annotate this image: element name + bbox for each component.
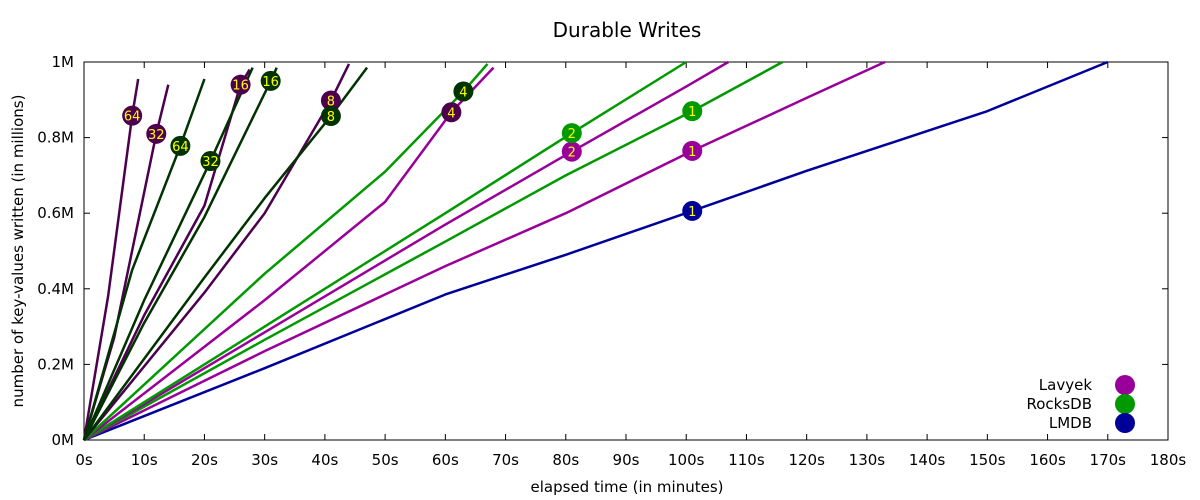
x-tick-label: 130s: [849, 451, 886, 469]
series-marker-rocksdb-2: [561, 123, 582, 144]
series-marker-label: 2: [568, 146, 576, 161]
x-tick-label: 180s: [1150, 451, 1187, 469]
x-tick-label: 50s: [372, 451, 399, 469]
series-marker-label: 8: [327, 95, 335, 110]
series-marker-lavyek-32: [146, 123, 167, 144]
x-tick-label: 10s: [131, 451, 158, 469]
x-tick-label: 120s: [788, 451, 825, 469]
legend-label-lmdb: LMDB: [1049, 414, 1092, 432]
y-tick-label: 0M: [52, 431, 75, 449]
x-tick-label: 60s: [432, 451, 459, 469]
series-line-lavyek-2: [83, 60, 730, 442]
series-marker-rocksdb-16: [260, 70, 281, 91]
series-marker-label: 16: [232, 79, 249, 94]
series-line-rocksdb-32: [82, 67, 254, 441]
series-marker-label: 2: [568, 127, 576, 142]
series-line-rocksdb-64: [82, 78, 206, 441]
series-marker-lavyek-4: [441, 102, 462, 123]
y-tick-label: 0.6M: [37, 204, 74, 222]
series-marker-label: 1: [688, 105, 696, 120]
legend-swatch-rocksdb: [1115, 394, 1135, 414]
series-marker-label: 8: [327, 110, 335, 125]
series-line-rocksdb-4: [83, 63, 489, 441]
series-marker-lavyek-1: [682, 140, 703, 161]
series-marker-lavyek-64: [122, 105, 143, 126]
x-tick-label: 70s: [492, 451, 519, 469]
x-tick-label: 110s: [728, 451, 765, 469]
x-tick-label: 170s: [1090, 451, 1127, 469]
y-tick-label: 0.4M: [37, 280, 74, 298]
legend-swatch-lavyek: [1115, 375, 1135, 395]
x-tick-label: 140s: [909, 451, 946, 469]
series-marker-lavyek-2: [561, 141, 582, 162]
series-marker-label: 1: [688, 145, 696, 160]
series-marker-label: 32: [148, 128, 165, 143]
series-marker-label: 64: [124, 110, 141, 125]
y-tick-label: 0.2M: [37, 355, 74, 373]
y-tick-label: 0.8M: [37, 129, 74, 147]
y-axis-title: number of key-values written (in million…: [9, 95, 27, 408]
series-line-lmdb-1: [83, 60, 1109, 442]
series-marker-rocksdb-4: [453, 81, 474, 102]
series-marker-label: 32: [202, 155, 219, 170]
series-marker-label: 4: [447, 106, 455, 121]
legend-label-lavyek: Lavyek: [1039, 376, 1093, 394]
x-axis-title: elapsed time (in minutes): [531, 478, 724, 496]
y-tick-label: 1M: [52, 53, 75, 71]
series-line-lavyek-8: [83, 63, 351, 441]
series-marker-lavyek-8: [320, 90, 341, 111]
series-marker-lmdb-1: [682, 200, 703, 221]
series-line-lavyek-64: [82, 78, 140, 441]
series-marker-rocksdb-32: [200, 151, 221, 172]
series-line-rocksdb-1: [83, 60, 784, 442]
legend-swatch-lmdb: [1115, 413, 1135, 433]
series-line-rocksdb-8: [82, 66, 369, 441]
chart-title: Durable Writes: [553, 18, 702, 42]
legend-label-rocksdb: RocksDB: [1026, 395, 1092, 413]
x-tick-label: 80s: [552, 451, 579, 469]
x-tick-label: 0s: [75, 451, 93, 469]
series-marker-label: 64: [172, 140, 189, 155]
series-marker-label: 4: [459, 85, 467, 100]
x-tick-label: 160s: [1029, 451, 1066, 469]
series-line-rocksdb-2: [83, 60, 687, 442]
x-tick-label: 30s: [251, 451, 278, 469]
series-marker-lavyek-16: [230, 74, 251, 95]
series-marker-rocksdb-8: [320, 106, 341, 127]
plot-area: 0s 10s 20s 30s 40s 50s 60s 70s 80s 90s 100s 110s 120…: [37, 53, 1186, 469]
x-tick-label: 40s: [311, 451, 338, 469]
series-marker-rocksdb-1: [682, 101, 703, 122]
series-marker-rocksdb-64: [170, 135, 191, 156]
series-line-lavyek-1: [83, 60, 886, 442]
x-tick-label: 20s: [191, 451, 218, 469]
x-tick-label: 100s: [668, 451, 705, 469]
series-marker-label: 16: [262, 75, 279, 90]
x-tick-label: 150s: [969, 451, 1006, 469]
x-tick-label: 90s: [613, 451, 640, 469]
plot-frame: [83, 61, 1169, 441]
series-marker-label: 1: [688, 205, 696, 220]
